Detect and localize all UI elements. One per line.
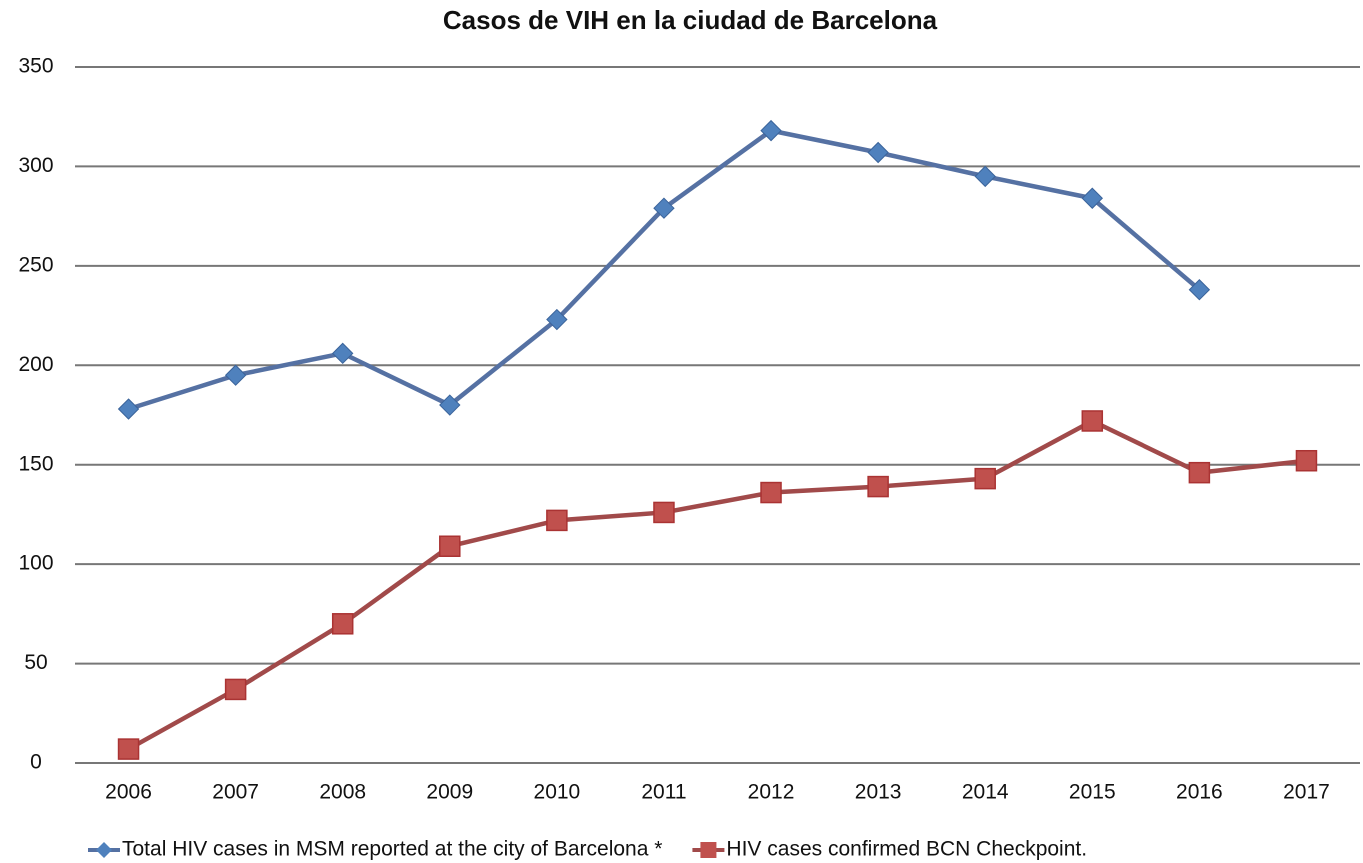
x-tick-label: 2010 [534,781,581,804]
data-point [332,342,354,365]
data-point [867,141,889,164]
x-tick-label: 2008 [319,781,366,804]
legend: Total HIV cases in MSM reported at the c… [88,838,1087,861]
y-tick-label: 0 [30,751,42,774]
data-point [224,364,247,386]
series-line [127,128,1201,412]
x-tick-label: 2015 [1069,781,1116,804]
y-tick-label: 200 [18,353,53,376]
legend-label: Total HIV cases in MSM reported at the c… [122,838,662,861]
data-point [1081,410,1104,432]
data-point [974,467,996,490]
data-point [1295,449,1318,472]
x-tick-label: 2013 [855,781,902,804]
x-tick-label: 2012 [748,781,795,804]
x-tick-label: 2014 [962,781,1009,804]
data-point [331,613,354,635]
data-point [546,308,568,331]
data-point [760,119,782,142]
y-tick-label: 50 [24,651,47,674]
x-tick-label: 2016 [1176,781,1223,804]
x-tick-label: 2011 [641,781,686,804]
data-point [439,535,461,557]
data-point [1188,461,1211,484]
x-tick-label: 2006 [105,781,152,804]
series-line [127,418,1307,752]
legend-label: HIV cases confirmed BCN Checkpoint. [726,838,1087,861]
y-tick-label: 350 [18,55,53,78]
y-tick-label: 250 [18,253,53,276]
data-point [867,475,889,498]
data-point [1081,187,1103,209]
legend-swatch [96,842,112,858]
data-point [117,398,140,420]
data-point [224,678,247,701]
y-tick-label: 300 [18,154,53,177]
x-tick-label: 2009 [426,781,473,804]
data-point [546,509,568,532]
data-point [117,738,140,760]
data-point [439,394,461,416]
data-point [653,501,675,524]
data-point [974,165,996,188]
chart-title: Casos de VIH en la ciudad de Barcelona [443,5,938,35]
data-point [760,481,782,504]
x-tick-label: 2017 [1283,781,1330,804]
legend-swatch [700,842,717,858]
data-point [1188,279,1211,301]
y-tick-label: 100 [18,552,53,575]
x-tick-label: 2007 [212,781,259,804]
data-point [653,197,675,219]
y-tick-label: 150 [18,452,53,475]
